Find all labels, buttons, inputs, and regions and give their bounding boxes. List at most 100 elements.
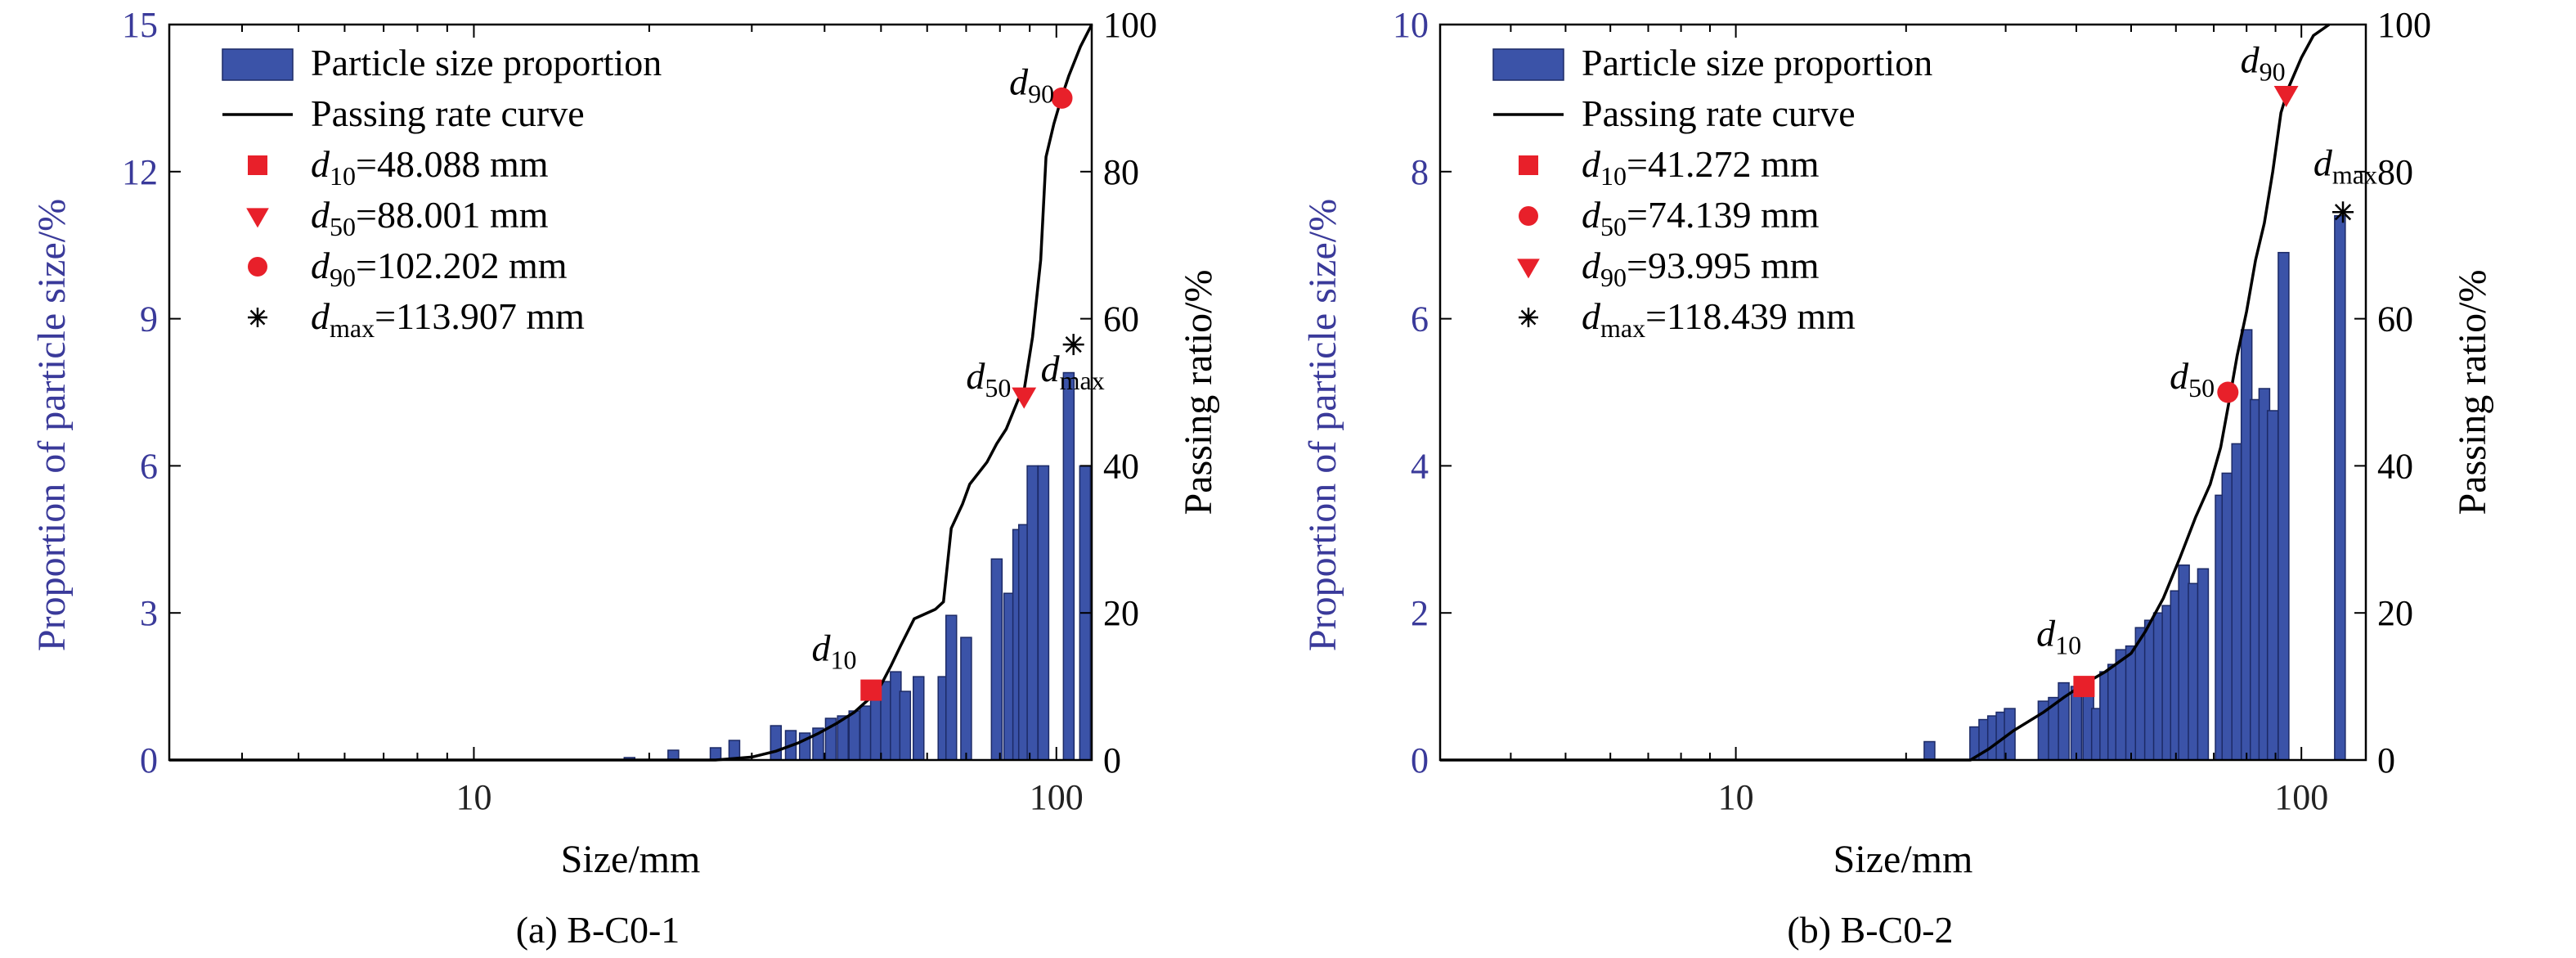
panel-b-left-axis-title: Proportion of particle size/% <box>1301 199 1344 651</box>
panel-a-bar-15 <box>899 690 912 761</box>
panel-a-left-tick-label-9: 9 <box>140 299 158 340</box>
panel-a-bar-25 <box>1037 465 1050 761</box>
panel-b-annotation-90: d90 <box>2241 38 2286 86</box>
panel-b-plot-frame <box>1438 23 2367 762</box>
panel-a-bar-16 <box>913 676 925 761</box>
panel-a-marker-dmax <box>1062 334 1084 356</box>
panel-b-bar-25 <box>2221 472 2234 761</box>
panel-a-bar-10 <box>848 710 860 761</box>
panel-b-right-tick-label-60: 60 <box>2377 299 2413 340</box>
panel-a-right-axis-title: Passing ratio/% <box>1177 270 1220 515</box>
panel-a-right-tick-label-0: 0 <box>1103 740 1121 780</box>
panel-b-right-tick-label-20: 20 <box>2377 593 2413 633</box>
panel-b-legend-bar-swatch <box>1492 48 1564 81</box>
panel-a-marker-d50 <box>1012 387 1037 409</box>
panel-b-legend-bar-label: Particle size proportion <box>1582 42 1932 83</box>
panel-a-right-tick-label-40: 40 <box>1103 446 1139 486</box>
panel-a-legend-item-10: d10=48.088 mm <box>311 143 549 191</box>
panel-a-bar-13 <box>880 681 892 761</box>
panel-b-left-ticks: 0 2 4 6 8 10 <box>1393 5 1452 780</box>
panel-a-x-axis-title: Size/mm <box>561 838 701 881</box>
panel-a-marker-d10 <box>860 679 882 701</box>
panel-a-annotation-max: dmax <box>1041 348 1105 395</box>
panel-a-x-tick-label-10: 10 <box>456 777 491 817</box>
panel-b-annotation-max: dmax <box>2313 142 2377 189</box>
panel-a-bar-20 <box>990 558 1003 761</box>
panel-b-marker-d50 <box>2217 381 2239 403</box>
panel-b-legend-marker-10 <box>1519 155 1538 175</box>
panel-b-annotation-10: d10 <box>2036 613 2081 660</box>
panel-b-x-tick-label-10: 10 <box>1718 777 1754 817</box>
panel-a-legend-item-50: d50=88.001 mm <box>311 194 549 241</box>
panel-b-markers <box>2073 86 2354 698</box>
panel-a-bar-26 <box>1062 371 1075 761</box>
panel-b-legend-marker-50 <box>1519 206 1538 226</box>
panel-b-bar-31 <box>2278 251 2290 761</box>
panel-a: d10 d50 d90 dmax 10 100 0 3 6 9 12 15 0 20 40 60 80 10… <box>30 5 1220 951</box>
panel-b-left-tick-label-2: 2 <box>1411 593 1429 633</box>
panel-b-right-tick-label-0: 0 <box>2377 740 2395 780</box>
panel-b-left-tick-label-4: 4 <box>1411 446 1429 486</box>
panel-b-legend-item-10: d10=41.272 mm <box>1582 143 1820 191</box>
panel-a-annotation-50: d50 <box>966 355 1011 403</box>
panel-a-left-axis-title: Proportion of particle size/% <box>30 199 74 651</box>
panel-a-legend-item-90: d90=102.202 mm <box>311 245 568 292</box>
panel-a-x-tick-label-100: 100 <box>1030 777 1084 817</box>
panel-b-legend-marker-90 <box>1517 259 1540 279</box>
panel-b-right-tick-label-80: 80 <box>2377 152 2413 192</box>
panel-b-bar-9 <box>2070 686 2083 761</box>
panel-a-right-tick-label-100: 100 <box>1103 5 1157 45</box>
panel-b-bar-14 <box>2115 649 2128 761</box>
panel-b-left-tick-label-6: 6 <box>1411 299 1429 340</box>
panel-a-right-tick-label-80: 80 <box>1103 152 1139 192</box>
panel-b-bar-32 <box>2334 214 2346 761</box>
panel-a-left-tick-label-15: 15 <box>122 5 158 45</box>
panel-a-plot-frame <box>168 23 1093 762</box>
panel-b-left-tick-label-8: 8 <box>1411 152 1429 192</box>
panel-b-legend-item-max: dmax=118.439 mm <box>1582 295 1856 343</box>
panel-b: d10 d50 d90 dmax 10 100 0 2 4 6 8 10 0 20 40 60 80 100… <box>1301 5 2494 951</box>
panel-a-left-tick-label-0: 0 <box>140 740 158 780</box>
panel-b-marker-d90 <box>2273 86 2299 108</box>
panel-a-legend: Particle size proportion Passing rate cur… <box>222 42 662 343</box>
panel-b-right-axis-title: Passing ratio/% <box>2451 270 2494 515</box>
panel-b-x-axis-title: Size/mm <box>1833 838 1973 881</box>
panel-b-bar-0 <box>1923 740 1936 761</box>
panel-a-bar-11 <box>859 705 872 761</box>
panel-a-bar-1 <box>667 749 680 761</box>
panel-a-annotation-10: d10 <box>811 627 856 675</box>
panel-a-marker-dmax-stroke <box>1065 335 1082 353</box>
panel-a-bar-19 <box>960 636 972 761</box>
panel-a-passing-curve <box>169 24 1093 762</box>
panel-b-legend-marker-max-stroke <box>1520 309 1537 326</box>
panel-a-legend-curve-label: Passing rate curve <box>311 92 585 134</box>
panel-b-annotation-50: d50 <box>2170 355 2215 403</box>
panel-a-x-ticks: 10 100 <box>168 25 1084 817</box>
panel-a-marker-d90 <box>1051 87 1073 109</box>
panel-b-bars <box>1923 214 2346 761</box>
panel-b-passing-curve <box>1440 23 2331 762</box>
panel-b-caption: (b) B-C0-2 <box>1787 909 1953 951</box>
panel-a-left-ticks: 0 3 6 9 12 15 <box>122 5 181 780</box>
panel-b-right-ticks: 0 20 40 60 80 100 <box>2354 5 2431 780</box>
panel-a-annotation-90: d90 <box>1009 61 1054 108</box>
panel-a-legend-marker-90 <box>248 257 267 277</box>
panel-a-right-tick-label-20: 20 <box>1103 593 1139 633</box>
panel-a-bar-4 <box>770 725 783 761</box>
panel-b-marker-d10 <box>2073 676 2095 698</box>
panel-a-markers <box>860 87 1084 701</box>
panel-b-bar-30 <box>2266 410 2279 761</box>
panel-a-right-tick-label-60: 60 <box>1103 299 1139 340</box>
panel-b-legend-curve-label: Passing rate curve <box>1582 92 1856 134</box>
panel-b-legend-marker-max <box>1519 308 1538 327</box>
panel-a-right-ticks: 0 20 40 60 80 100 <box>1080 5 1157 780</box>
panel-b-right-tick-label-40: 40 <box>2377 446 2413 486</box>
panel-a-annotations: d10 d50 d90 dmax <box>811 61 1104 674</box>
panel-a-legend-item-max: dmax=113.907 mm <box>311 295 585 343</box>
panel-a-legend-marker-10 <box>248 155 267 175</box>
panel-a-legend-bar-label: Particle size proportion <box>311 42 662 83</box>
panel-b-bar-21 <box>2178 564 2190 761</box>
panel-b-marker-dmax <box>2332 201 2354 223</box>
panel-a-bars <box>623 371 1092 761</box>
